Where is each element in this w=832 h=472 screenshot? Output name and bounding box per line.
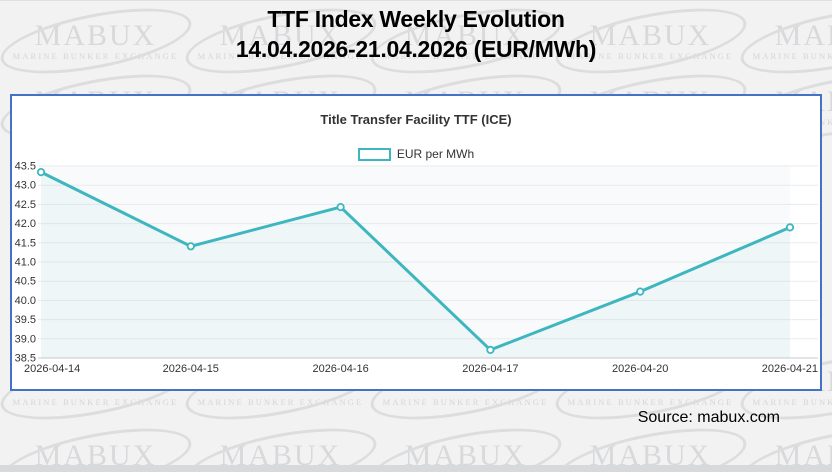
data-point-marker[interactable] — [336, 203, 345, 212]
y-tick-label: 43.5 — [15, 161, 36, 173]
watermark-tagline: MARINE BUNKER EXCHANGE — [12, 51, 179, 61]
watermark-tagline: MARINE BUNKER EXCHANGE — [567, 51, 734, 61]
y-tick-label: 39.0 — [15, 333, 36, 345]
x-tick-label: 2026-04-16 — [312, 363, 368, 375]
y-tick-label: 40.0 — [15, 295, 36, 307]
page-title-line2: 14.04.2026-21.04.2026 (EUR/MWh) — [235, 36, 597, 62]
watermark-tagline: MARINE BUNKER EXCHANGE — [382, 397, 549, 407]
chart-legend[interactable]: EUR per MWh — [12, 147, 820, 161]
ttf-series-line[interactable] — [39, 170, 792, 352]
source-note: Source: mabux.com — [637, 409, 780, 426]
watermark-brand: MABUX — [404, 19, 527, 52]
chart-panel: 43.5 43.0 42.5 42.0 41.5 41.0 40.5 40.0 39.5 39.0… — [10, 94, 822, 391]
y-tick-label: 39.5 — [15, 314, 36, 326]
data-point-marker[interactable] — [486, 345, 495, 354]
x-tick-label: 2026-04-21 — [762, 363, 818, 375]
legend-label: EUR per MWh — [396, 147, 475, 161]
data-point-marker[interactable] — [785, 223, 795, 232]
watermark-tagline: MARINE BUNKER EXCHANGE — [752, 397, 832, 407]
area-fill — [41, 172, 790, 358]
watermark-brand: MABUX — [589, 19, 712, 52]
data-point-marker[interactable] — [36, 168, 46, 177]
y-tick-label: 42.0 — [15, 218, 36, 230]
watermark-brand: MABUX — [34, 19, 157, 52]
y-tick-label: 40.5 — [15, 276, 36, 288]
chart-title: Title Transfer Facility TTF (ICE) — [320, 112, 512, 127]
watermark-brand: MABUX — [774, 19, 832, 52]
y-tick-label: 43.0 — [15, 180, 36, 192]
y-tick-label: 41.0 — [15, 257, 36, 269]
watermark-brand: MABUX — [219, 19, 342, 52]
data-point-marker[interactable] — [186, 242, 195, 251]
page-title-line1: TTF Index Weekly Evolution — [267, 6, 565, 32]
page-title: TTF Index Weekly Evolution 14.04.2026-21… — [0, 4, 832, 64]
x-tick-label: 2026-04-14 — [24, 363, 80, 375]
watermark-tagline: MARINE BUNKER EXCHANGE — [12, 397, 179, 407]
y-tick-label: 42.5 — [15, 199, 36, 211]
ttf-line-chart: 43.5 43.0 42.5 42.0 41.5 41.0 40.5 40.0 39.5 39.0… — [15, 161, 818, 375]
legend-marker-icon — [357, 147, 391, 161]
y-tick-label: 38.5 — [15, 353, 36, 365]
watermark-tagline: MARINE BUNKER EXCHANGE — [382, 51, 549, 61]
x-tick-label: 2026-04-17 — [462, 363, 518, 375]
x-tick-label: 2026-04-15 — [163, 363, 219, 375]
watermark-tagline: MARINE BUNKER EXCHANGE — [567, 397, 734, 407]
y-tick-label: 41.5 — [15, 237, 36, 249]
x-tick-label: 2026-04-20 — [612, 363, 668, 375]
bottom-strip — [0, 465, 832, 472]
watermark-tagline: MARINE BUNKER EXCHANGE — [752, 51, 832, 61]
data-point-marker[interactable] — [636, 287, 645, 296]
watermark-tagline: MARINE BUNKER EXCHANGE — [197, 51, 364, 61]
watermark-tagline: MARINE BUNKER EXCHANGE — [197, 397, 364, 407]
